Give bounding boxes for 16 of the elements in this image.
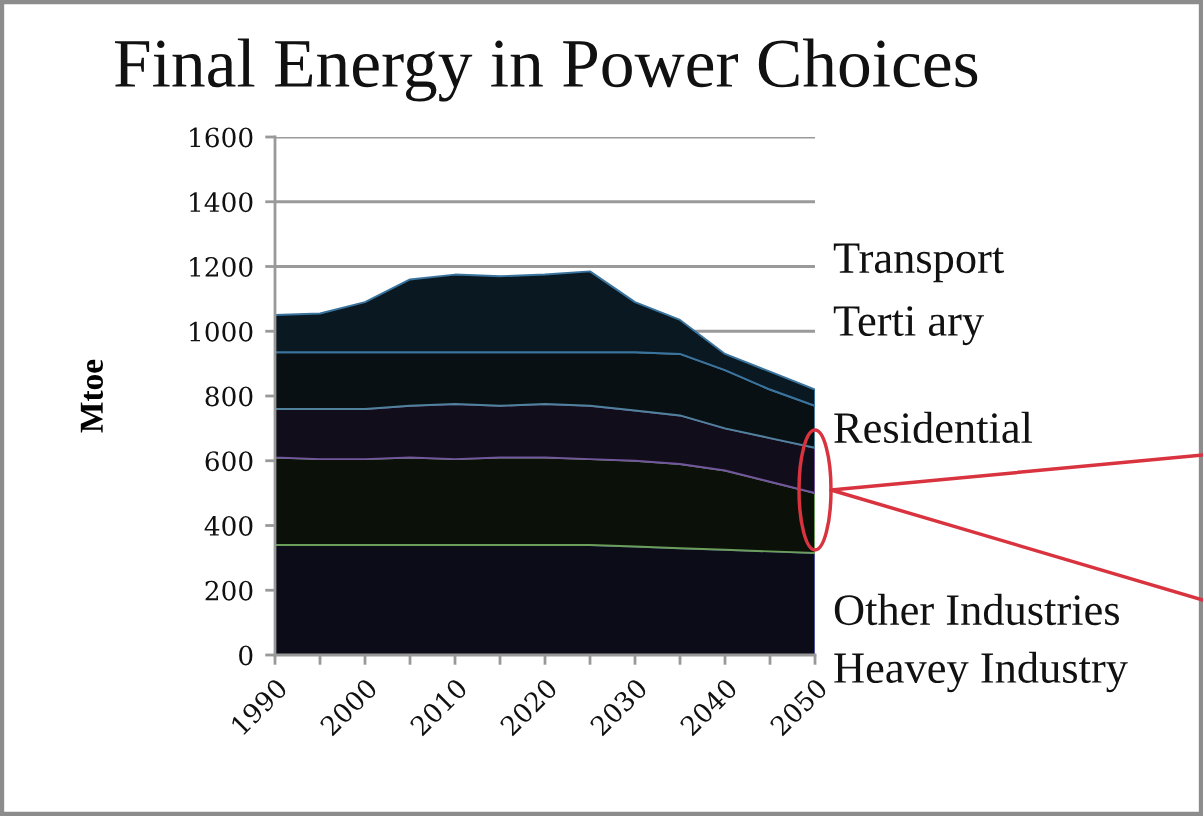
y-tick-label: 1000 <box>190 321 253 342</box>
series-label: Other Industries <box>834 593 1119 626</box>
series-label: Heavey Industry <box>834 651 1128 693</box>
chart-title: Final Energy in Power Choices <box>115 38 978 102</box>
y-tick-label: 1600 <box>190 127 253 148</box>
y-tick-label: 400 <box>204 515 253 536</box>
y-tick-label: 1200 <box>190 256 253 277</box>
y-tick-label: 600 <box>205 451 253 472</box>
series-label: Residential <box>834 411 1033 444</box>
y-tick-label: 1400 <box>190 192 253 213</box>
y-tick-label: 200 <box>205 580 253 601</box>
series-label: Terti ary <box>833 306 984 346</box>
y-axis-title: Mtoe <box>80 359 103 433</box>
y-tick-label: 0 <box>239 645 253 666</box>
y-tick-label: 800 <box>205 386 253 407</box>
text: Transport <box>833 243 1004 283</box>
